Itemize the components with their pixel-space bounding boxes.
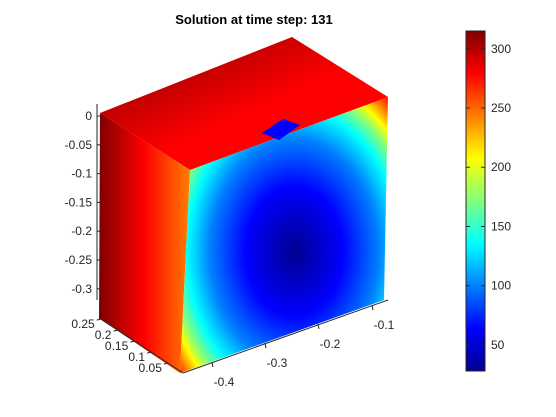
y-tick-label: 0.05 [139, 361, 163, 375]
colorbar-tick-label: 300 [491, 42, 511, 56]
z-tick-label: -0.2 [71, 224, 92, 238]
colorbar-tick-label: 150 [491, 219, 511, 233]
y-tick-label: 0.15 [105, 339, 129, 353]
x-tick-label: -0.3 [267, 356, 288, 370]
colorbar-tick-label: 200 [491, 160, 511, 174]
colorbar: 50 100 150 200 250 300 [466, 31, 511, 371]
z-tick-label: -0.05 [65, 138, 93, 152]
solution-cube [99, 37, 388, 373]
colorbar-tick-label: 100 [491, 279, 511, 293]
x-tick-label: -0.4 [214, 375, 235, 389]
z-tick-label: -0.15 [65, 195, 93, 209]
colorbar-scale [466, 31, 485, 371]
x-tick-label: -0.1 [374, 318, 395, 332]
z-axis: 0 -0.05 -0.1 -0.15 -0.2 -0.25 -0.3 [65, 104, 102, 300]
y-tick-mark [97, 319, 101, 320]
chart-title: Solution at time step: 131 [175, 12, 332, 27]
y-tick-label: 0.25 [71, 317, 95, 331]
y-tick-mark [130, 341, 134, 342]
z-tick-label: 0 [85, 109, 92, 123]
z-tick-label: -0.3 [71, 282, 92, 296]
z-tick-label: -0.1 [71, 167, 92, 181]
colorbar-tick-label: 50 [491, 338, 505, 352]
x-tick-label: -0.2 [320, 337, 341, 351]
z-tick-label: -0.25 [65, 253, 93, 267]
y-tick-mark [113, 330, 117, 331]
colorbar-tick-label: 250 [491, 101, 511, 115]
